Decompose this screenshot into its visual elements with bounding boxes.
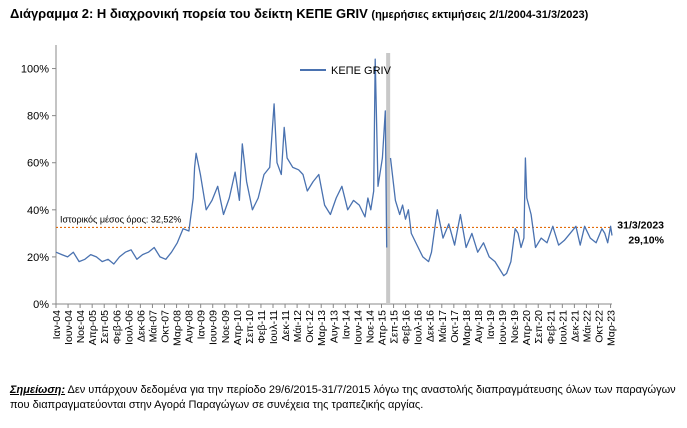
legend-label: ΚΕΠΕ GRIV [331,65,392,77]
x-tick-label: Δεκ-06 [135,310,147,342]
x-tick-label: Μαρ-13 [316,310,328,346]
x-tick-label: Ιουλ-06 [123,310,135,345]
x-tick-label: Φεβ-21 [545,310,557,344]
chart-axes: 0%20%40%60%80%100%Ιαν-04 Ιουν-04 Νοε-04 Απρ… [21,45,618,346]
x-tick-label: Αυγ-08 [184,310,196,343]
y-tick-label: 60% [27,158,49,170]
data-gap-band [386,53,391,304]
x-tick-label: Φεβ-16 [401,310,413,344]
y-tick-label: 100% [21,64,49,76]
x-tick-label: Ιουν-19 [497,310,509,345]
y-tick-label: 20% [27,252,49,264]
x-tick-label: Φεβ-06 [111,310,123,344]
x-tick-label: Ιουν-04 [63,310,75,345]
chart-title-sub: (ημερήσιες εκτιμήσεις 2/1/2004-31/3/2023… [371,9,589,21]
x-tick-label: Απρ-20 [521,310,533,346]
x-tick-label: Δεκ-21 [569,310,581,342]
x-tick-label: Ιουλ-11 [268,310,280,344]
historic-mean-label: Ιστορικός μέσος όρος: 32,52% [60,214,181,224]
x-tick-label: Φεβ-11 [256,310,268,344]
chart-marks [55,53,613,304]
x-tick-label: Μαρ-08 [172,310,184,346]
x-tick-label: Μαρ-23 [606,310,618,346]
x-tick-label: Ιουλ-21 [557,310,569,345]
x-tick-label: Ιουν-14 [352,310,364,345]
x-tick-label: Αυγ-13 [328,310,340,343]
x-tick-label: Δεκ-16 [425,310,437,342]
x-tick-label: Απρ-05 [87,310,99,346]
x-tick-label: Ιαν-19 [485,310,497,340]
x-tick-label: Δεκ-11 [280,310,292,342]
x-tick-label: Αυγ-18 [473,310,485,343]
x-tick-label: Ιαν-04 [51,310,63,340]
x-tick-label: Οκτ-07 [160,310,172,343]
series-line-1 [389,157,613,277]
x-tick-label: Οκτ-12 [304,310,316,343]
note-text: Δεν υπάρχουν δεδομένα για την περίοδο 29… [10,384,676,411]
y-tick-label: 80% [27,111,49,123]
x-tick-label: Απρ-15 [377,310,389,346]
annotation-value: 29,10% [628,234,664,246]
y-tick-label: 40% [27,205,49,217]
x-tick-label: Ιαν-09 [196,310,208,340]
annotation-date: 31/3/2023 [617,219,664,231]
x-tick-label: Μάι-17 [437,310,449,342]
y-tick-label: 0% [33,299,49,311]
x-tick-label: Σεπ-15 [389,310,401,344]
line-chart: 0%20%40%60%80%100%Ιαν-04 Ιουν-04 Νοε-04 Απρ… [21,45,665,346]
x-tick-label: Νοε-09 [220,310,232,343]
chart-title-main: Διάγραμμα 2: Η διαχρονική πορεία του δεί… [10,6,368,21]
chart-title: Διάγραμμα 2: Η διαχρονική πορεία του δεί… [10,6,588,21]
x-tick-label: Μαρ-18 [461,310,473,346]
series-line-0 [55,58,388,265]
chart-labels: Ιστορικός μέσος όρος: 32,52% ΚΕΠΕ GRIV 31/… [60,65,665,246]
x-tick-label: Σεπ-05 [99,310,111,344]
x-tick-label: Οκτ-17 [449,310,461,343]
x-tick-label: Μάι-07 [147,310,159,342]
note-label: Σημείωση: [10,384,66,396]
x-tick-label: Απρ-10 [232,310,244,346]
x-tick-label: Σεπ-20 [533,310,545,344]
x-tick-label: Μάι-22 [581,310,593,342]
x-tick-label: Νοε-14 [364,310,376,343]
x-tick-label: Νοε-19 [509,310,521,343]
x-tick-label: Νοε-04 [75,310,87,343]
x-tick-label: Ιουλ-16 [413,310,425,345]
x-tick-label: Ιαν-14 [340,310,352,340]
x-tick-label: Σεπ-10 [244,310,256,344]
x-tick-label: Οκτ-22 [594,310,606,343]
x-tick-label: Μάι-12 [292,310,304,342]
x-tick-label: Ιουν-09 [208,310,220,345]
chart-note: Σημείωση: Δεν υπάρχουν δεδομένα για την … [10,383,680,413]
